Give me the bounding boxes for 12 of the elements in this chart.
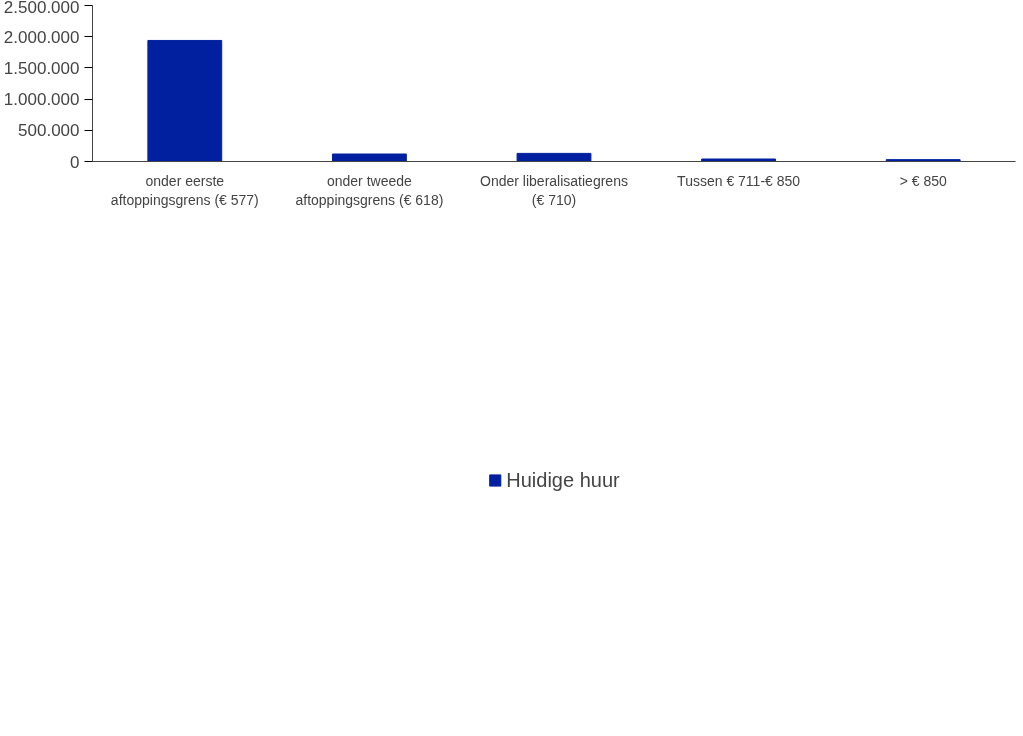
- y-tick-label: 2.000.000: [3, 27, 80, 47]
- y-tick-label: 1.500.000: [3, 58, 80, 78]
- x-tick-label: > € 850: [899, 172, 947, 189]
- x-tick-label: onder eerste aftoppingsgrens (€ 577): [110, 172, 259, 208]
- y-tick-label: 0: [70, 152, 80, 172]
- y-tick-label: 2.500.000: [3, 0, 80, 17]
- y-tick-label: 1.000.000: [3, 90, 80, 110]
- legend-label: Huidige huur: [506, 468, 620, 492]
- x-tick-label: Onder liberalisatiegrens (€ 710): [480, 172, 628, 208]
- y-tick-label: 500.000: [18, 121, 80, 141]
- x-tick-label: Tussen € 711-€ 850: [677, 172, 801, 189]
- x-tick-label: onder tweede aftoppingsgrens (€ 618): [295, 172, 444, 208]
